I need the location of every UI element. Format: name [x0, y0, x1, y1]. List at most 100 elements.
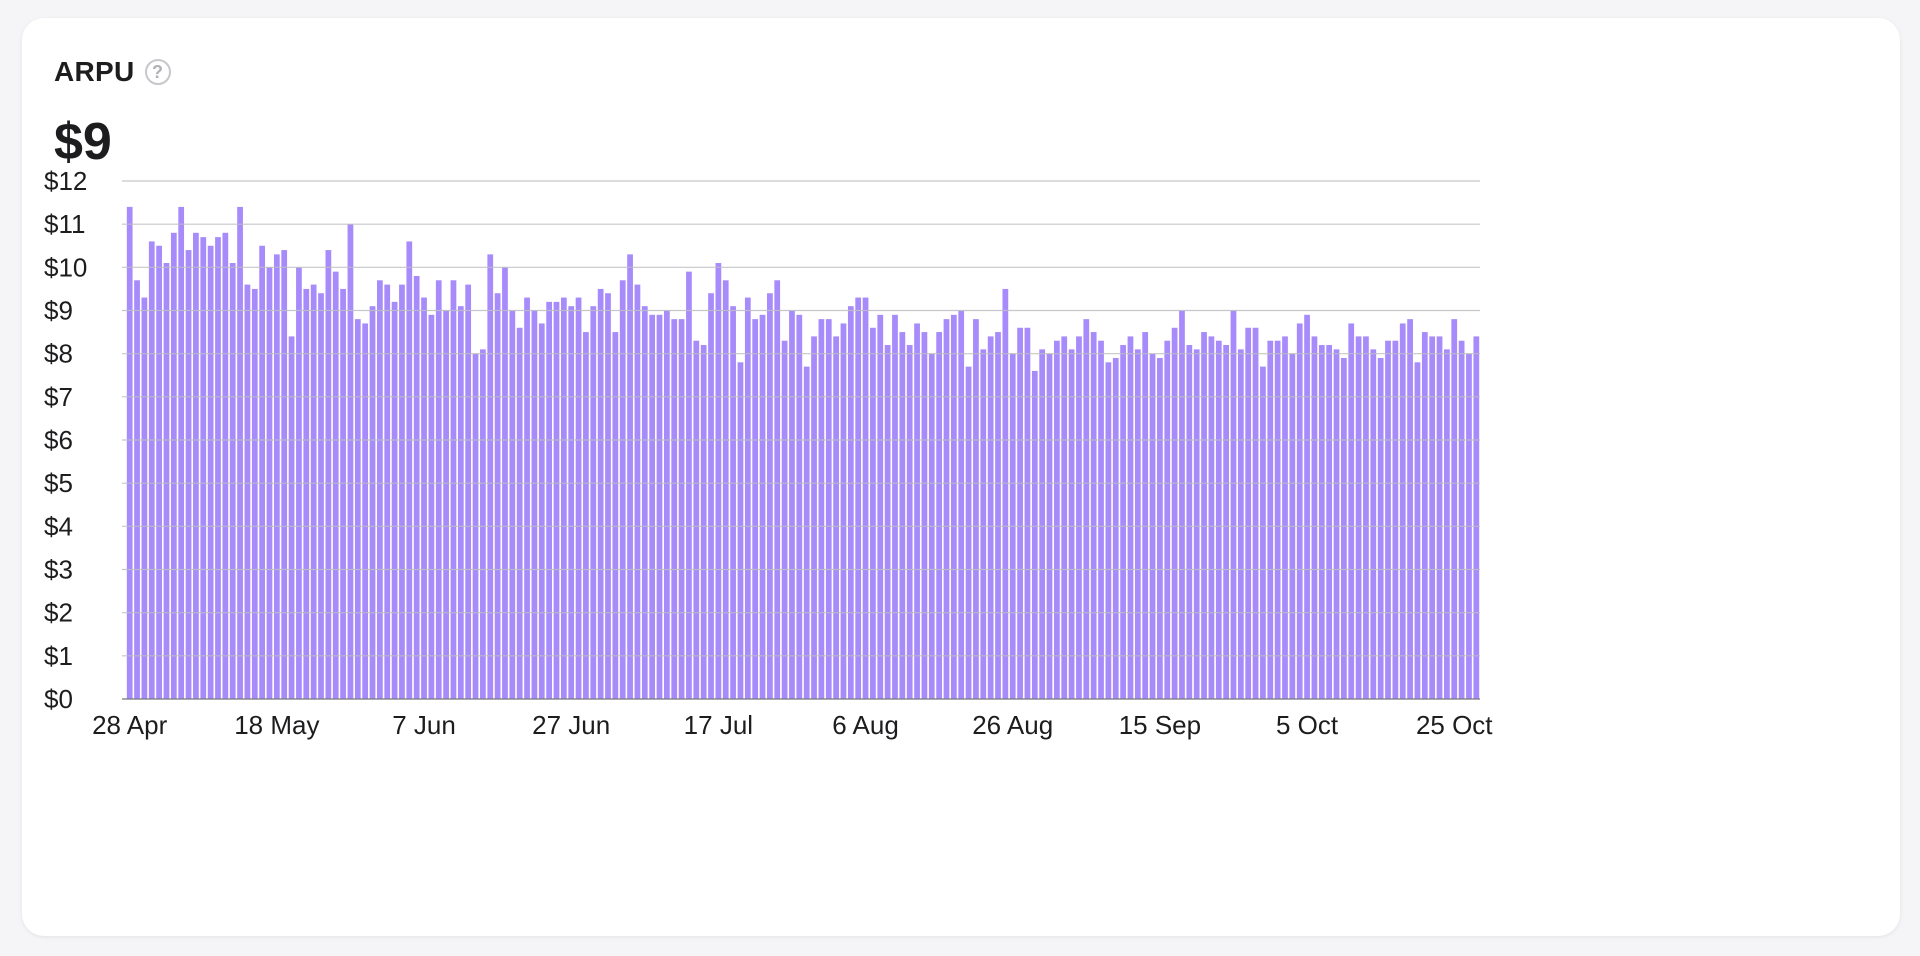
bar[interactable]: [1098, 340, 1104, 699]
bar[interactable]: [1392, 340, 1399, 699]
bar[interactable]: [715, 263, 722, 699]
bar[interactable]: [1112, 357, 1119, 699]
bar[interactable]: [1164, 340, 1171, 699]
bar[interactable]: [987, 336, 994, 699]
bar[interactable]: [1002, 288, 1009, 699]
bar[interactable]: [943, 319, 950, 699]
bar[interactable]: [980, 349, 987, 699]
bar[interactable]: [1458, 340, 1465, 699]
bar[interactable]: [487, 254, 494, 699]
bar[interactable]: [546, 301, 552, 699]
bar[interactable]: [833, 336, 839, 699]
bar[interactable]: [185, 250, 192, 699]
bar[interactable]: [1340, 357, 1347, 699]
bar[interactable]: [583, 332, 589, 699]
bar[interactable]: [1399, 323, 1406, 699]
bar[interactable]: [627, 254, 633, 699]
bar[interactable]: [148, 241, 155, 699]
bar[interactable]: [509, 310, 516, 700]
bar[interactable]: [1090, 332, 1097, 699]
bar[interactable]: [619, 280, 626, 699]
bar[interactable]: [1451, 319, 1458, 699]
bar[interactable]: [1134, 349, 1141, 699]
bar[interactable]: [914, 323, 920, 699]
bar[interactable]: [1252, 327, 1259, 699]
bar[interactable]: [656, 314, 663, 699]
bar[interactable]: [1054, 340, 1060, 699]
bar[interactable]: [1245, 327, 1252, 699]
bar[interactable]: [1179, 310, 1185, 700]
bar[interactable]: [730, 306, 736, 699]
bar[interactable]: [281, 250, 288, 699]
bar[interactable]: [1076, 336, 1082, 699]
bar[interactable]: [965, 366, 972, 699]
bar[interactable]: [465, 284, 472, 699]
bar[interactable]: [744, 297, 751, 699]
bar[interactable]: [686, 271, 692, 699]
bar[interactable]: [774, 280, 781, 699]
bar[interactable]: [1186, 345, 1193, 699]
bar[interactable]: [126, 206, 133, 699]
bar[interactable]: [877, 314, 884, 699]
bar[interactable]: [494, 293, 501, 699]
bar[interactable]: [1407, 319, 1413, 699]
bar[interactable]: [406, 241, 413, 699]
bar[interactable]: [708, 293, 714, 699]
bar[interactable]: [538, 323, 545, 699]
bar[interactable]: [273, 254, 280, 699]
bar[interactable]: [1120, 345, 1126, 699]
bar[interactable]: [1296, 323, 1303, 699]
bar[interactable]: [369, 306, 376, 699]
bar[interactable]: [1039, 349, 1046, 699]
bar[interactable]: [811, 336, 817, 699]
bar[interactable]: [531, 310, 538, 700]
bar[interactable]: [1017, 327, 1023, 699]
bar[interactable]: [354, 319, 361, 699]
bar[interactable]: [421, 297, 427, 699]
bar[interactable]: [553, 301, 560, 699]
bar[interactable]: [1318, 345, 1325, 699]
bar[interactable]: [1326, 345, 1333, 699]
bar[interactable]: [1068, 349, 1075, 699]
bar[interactable]: [803, 366, 810, 699]
bar[interactable]: [1414, 362, 1421, 699]
bar[interactable]: [818, 319, 825, 699]
bar[interactable]: [781, 340, 788, 699]
bar[interactable]: [428, 314, 435, 699]
bar[interactable]: [215, 237, 221, 699]
bar[interactable]: [950, 314, 957, 699]
bar[interactable]: [958, 310, 965, 700]
bar[interactable]: [391, 301, 398, 699]
bar[interactable]: [663, 310, 670, 700]
bar[interactable]: [870, 327, 876, 699]
bar[interactable]: [1157, 357, 1163, 699]
bar[interactable]: [1142, 332, 1149, 699]
bar[interactable]: [936, 332, 943, 699]
bar[interactable]: [995, 332, 1001, 699]
bar[interactable]: [1355, 336, 1362, 699]
bar[interactable]: [612, 332, 619, 699]
bar[interactable]: [671, 319, 678, 699]
bar[interactable]: [899, 332, 906, 699]
bar[interactable]: [1282, 336, 1288, 699]
bar[interactable]: [1031, 370, 1038, 699]
bar[interactable]: [1230, 310, 1237, 700]
bar[interactable]: [825, 319, 832, 699]
bar[interactable]: [178, 206, 185, 699]
bar[interactable]: [575, 297, 582, 699]
bar[interactable]: [480, 349, 486, 699]
bar[interactable]: [318, 293, 324, 699]
bar[interactable]: [855, 297, 862, 699]
bar[interactable]: [244, 284, 251, 699]
question-circle-icon[interactable]: ?: [144, 59, 171, 85]
bar[interactable]: [641, 306, 648, 699]
bar[interactable]: [1304, 314, 1310, 699]
bar[interactable]: [399, 284, 405, 699]
bar[interactable]: [134, 280, 140, 699]
bar[interactable]: [847, 306, 854, 699]
bar[interactable]: [1223, 345, 1229, 699]
bar[interactable]: [1333, 349, 1340, 699]
bar[interactable]: [237, 206, 243, 699]
bar[interactable]: [170, 232, 177, 700]
bar[interactable]: [310, 284, 317, 699]
